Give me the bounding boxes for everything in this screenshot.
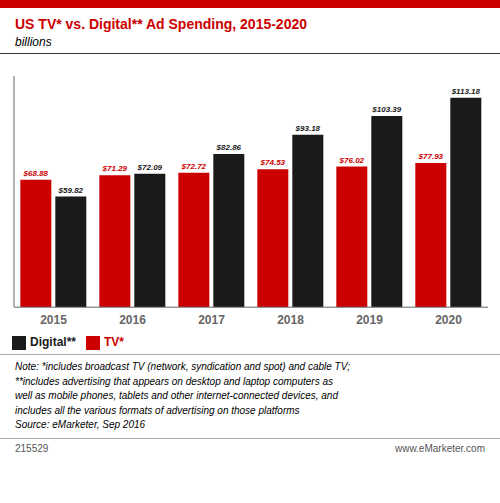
svg-text:$71.29: $71.29 — [102, 164, 128, 173]
svg-text:2015: 2015 — [40, 313, 67, 327]
svg-text:2019: 2019 — [356, 313, 383, 327]
html-text:US TV* vs. Digital** Ad Spendi: US TV* vs. Digital** Ad Spending, 2015-2… — [15, 16, 307, 32]
svg-text:$77.93: $77.93 — [418, 152, 444, 161]
html-text:Note: *includes broadcast TV (: Note: *includes broadcast TV (network, s… — [15, 361, 350, 430]
svg-text:$113.18: $113.18 — [451, 87, 481, 96]
svg-text:$93.18: $93.18 — [295, 124, 321, 133]
svg-text:$82.86: $82.86 — [216, 143, 242, 152]
html-text:billions: billions — [15, 35, 52, 49]
svg-text:$103.39: $103.39 — [371, 105, 401, 114]
html-text:TV*: TV* — [104, 335, 124, 350]
svg-text:$72.72: $72.72 — [181, 162, 207, 171]
svg-text:$74.53: $74.53 — [260, 158, 286, 167]
svg-text:$68.88: $68.88 — [23, 169, 49, 178]
svg-text:2018: 2018 — [277, 313, 304, 327]
html-text:Digital**: Digital** — [30, 335, 76, 350]
html-text:215529: 215529 — [15, 442, 49, 454]
svg-text:2016: 2016 — [119, 313, 146, 327]
html-text:www.eMarketer.com: www.eMarketer.com — [395, 442, 485, 454]
svg-text:2017: 2017 — [198, 313, 225, 327]
svg-text:$59.82: $59.82 — [58, 186, 84, 195]
svg-text:$76.02: $76.02 — [339, 156, 365, 165]
svg-text:$72.09: $72.09 — [137, 163, 163, 172]
svg-text:2020: 2020 — [435, 313, 462, 327]
